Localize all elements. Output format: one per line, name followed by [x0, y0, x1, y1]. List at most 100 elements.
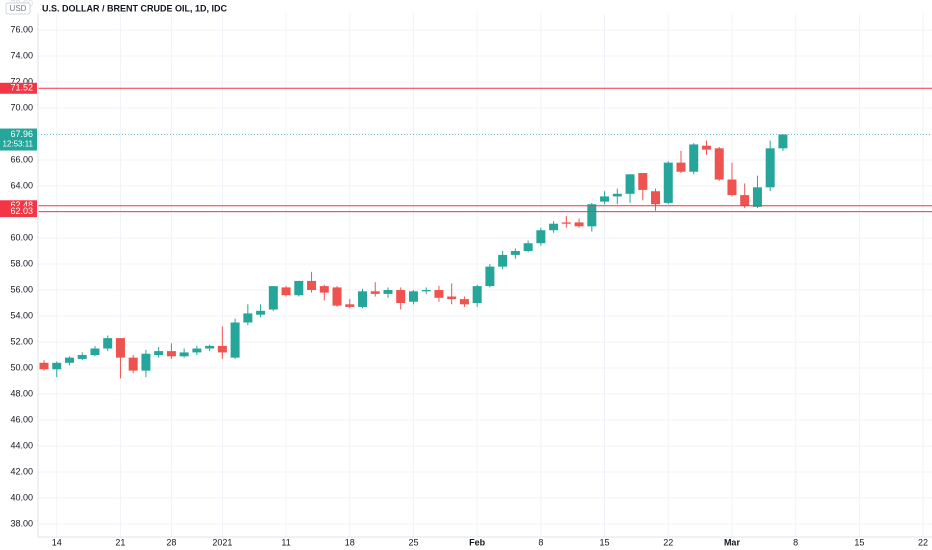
x-tick-label: 11	[281, 537, 290, 547]
candle-body	[268, 286, 278, 310]
last-price-label: 67.96	[10, 129, 33, 139]
chart-title: U.S. DOLLAR / BRENT CRUDE OIL, 1D, IDC	[42, 3, 228, 13]
y-tick-label: 42.00	[10, 466, 33, 476]
candle-body	[103, 338, 113, 349]
candle-body	[459, 299, 469, 305]
candle-body	[714, 148, 724, 180]
y-tick-label: 66.00	[10, 154, 33, 164]
candle-body	[676, 162, 686, 172]
candle-body	[396, 290, 406, 304]
candle-body	[281, 287, 291, 296]
candle-body	[651, 191, 661, 205]
price-line-label: 62.48	[10, 200, 33, 210]
candle-body	[77, 355, 87, 359]
y-tick-label: 64.00	[10, 180, 33, 190]
candle-body	[345, 304, 355, 307]
y-tick-label: 70.00	[10, 102, 33, 112]
y-tick-label: 74.00	[10, 50, 33, 60]
candle-body	[434, 290, 444, 298]
candle-body	[205, 345, 215, 349]
candle-body	[600, 196, 610, 202]
candle-body	[52, 362, 62, 370]
y-tick-label: 52.00	[10, 336, 33, 346]
y-tick-label: 38.00	[10, 518, 33, 528]
last-price-badge	[0, 128, 37, 151]
candle-body	[778, 134, 788, 149]
candle-body	[612, 193, 622, 197]
candle-body	[421, 290, 431, 292]
candle-body	[332, 287, 342, 306]
candle-body	[765, 148, 775, 188]
currency-badge	[5, 2, 31, 15]
price-line-badge	[0, 206, 37, 218]
candle-body	[128, 357, 138, 371]
candle-body	[447, 296, 457, 300]
candle-body	[587, 204, 597, 227]
candle-body	[549, 223, 559, 231]
grid	[38, 0, 932, 537]
x-tick-label: 15	[600, 537, 610, 547]
y-tick-label: 56.00	[10, 284, 33, 294]
candle-body	[561, 222, 571, 224]
candle-body	[740, 195, 750, 206]
x-tick-label: 25	[408, 537, 418, 547]
y-tick-label: 60.00	[10, 232, 33, 242]
candle-body	[230, 322, 240, 358]
candle-body	[358, 291, 367, 307]
candle-body	[752, 187, 762, 207]
candle-body	[115, 338, 125, 358]
x-tick-label: 8	[793, 537, 798, 547]
candle-body	[485, 266, 495, 287]
y-tick-label: 40.00	[10, 492, 33, 502]
candle-body	[663, 162, 673, 203]
candle-body	[64, 357, 74, 363]
candle-body	[141, 353, 151, 371]
x-tick-label: 22	[918, 537, 928, 547]
candle-body	[243, 313, 253, 323]
candle-body	[510, 251, 520, 255]
candle-body	[727, 179, 737, 196]
candle-body	[536, 230, 546, 244]
candle-body	[408, 291, 418, 302]
x-tick-label: 15	[854, 537, 864, 547]
candle-body	[154, 351, 164, 356]
candle-body	[179, 352, 189, 357]
candle-body	[574, 222, 584, 227]
x-tick-label: 18	[345, 537, 355, 547]
candle-body	[472, 286, 482, 304]
candle-body	[307, 280, 317, 291]
candle-body	[319, 286, 329, 293]
price-line-label: 62.03	[10, 206, 33, 216]
candle-body	[256, 310, 266, 315]
x-tick-label: 8	[538, 537, 543, 547]
candle-body	[625, 174, 635, 194]
x-tick-label: 22	[663, 537, 673, 547]
x-tick-label: Mar	[724, 537, 741, 547]
candle-body	[294, 280, 304, 296]
x-tick-label: 2021	[212, 537, 232, 547]
candle-body	[192, 348, 202, 353]
candle-body	[701, 145, 711, 150]
candle-body	[498, 254, 508, 267]
y-tick-label: 58.00	[10, 258, 33, 268]
x-tick-label: 28	[166, 537, 176, 547]
countdown: 12:53:11	[2, 140, 33, 149]
y-tick-label: 54.00	[10, 310, 33, 320]
x-tick-label: 21	[115, 537, 125, 547]
x-tick-label: 14	[52, 537, 62, 547]
price-line-badge	[0, 82, 37, 94]
candle-body	[689, 144, 699, 172]
candle-body	[523, 243, 533, 252]
y-tick-label: 44.00	[10, 440, 33, 450]
x-tick-label: Feb	[469, 537, 486, 547]
candle-body	[39, 362, 49, 370]
candle-body	[90, 348, 100, 356]
y-tick-label: 46.00	[10, 414, 33, 424]
currency: USD	[10, 4, 27, 13]
price-line-badge	[0, 200, 37, 212]
candle-body	[370, 291, 380, 294]
y-tick-label: 50.00	[10, 362, 33, 372]
y-tick-label: 48.00	[10, 388, 33, 398]
